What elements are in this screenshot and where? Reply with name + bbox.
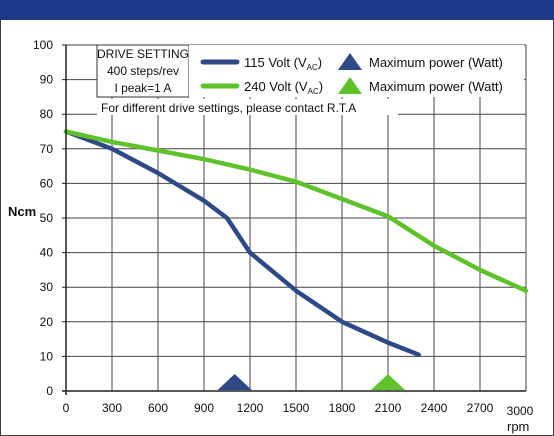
y-tick-label-30: 30 <box>40 280 54 294</box>
max-power-marker-1 <box>217 374 252 390</box>
note-background <box>97 99 398 115</box>
x-tick-label-2100: 2100 <box>375 401 402 415</box>
y-tick-label-60: 60 <box>40 176 54 190</box>
x-tick-label-600: 600 <box>148 401 168 415</box>
legend-items: 115 Volt (VAC) Maximum power (Watt) 240 Vo… <box>200 53 503 96</box>
series-layer <box>63 129 529 390</box>
x-axis-label: rpm <box>507 419 529 434</box>
y-tick-label-70: 70 <box>40 142 54 156</box>
drive-setting-steps: 400 steps/rev <box>107 64 179 78</box>
legend-marker-1 <box>338 53 362 70</box>
legend-label-1: 115 Volt (VAC) <box>244 55 322 72</box>
legend-max-power-label-2: Maximum power (Watt) <box>369 79 503 94</box>
y-axis-label: Ncm <box>8 204 36 219</box>
x-tick-label-2400: 2400 <box>421 401 448 415</box>
y-tick-label-90: 90 <box>40 73 54 87</box>
series-line-2 <box>63 129 529 293</box>
legend-marker-2 <box>338 77 362 94</box>
y-tick-label-20: 20 <box>40 315 54 329</box>
y-tick-label-10: 10 <box>40 349 54 363</box>
x-tick-label-0: 0 <box>63 401 70 415</box>
legend-label-2: 240 Volt (VAC) <box>244 79 323 96</box>
y-tick-label-50: 50 <box>40 211 54 225</box>
axes-layer: 0 10 20 30 40 50 60 70 80 90 100 0 300 600 900 1200 1500… <box>33 38 534 418</box>
series-line-1 <box>63 129 421 357</box>
legend: 115 Volt (VAC) Maximum power (Watt) 240 Vo… <box>189 45 524 97</box>
max-power-marker-2 <box>371 374 405 390</box>
x-tick-label-1200: 1200 <box>237 401 264 415</box>
x-tick-label-300: 300 <box>102 401 122 415</box>
drive-setting-box: DRIVE SETTING 400 steps/rev I peak=1 A <box>96 44 190 98</box>
y-tick-label-80: 80 <box>40 107 54 121</box>
y-tick-label-40: 40 <box>40 246 54 260</box>
drive-setting-border <box>96 44 190 98</box>
x-tick-label-3000: 3000 <box>507 404 534 418</box>
x-tick-label-900: 900 <box>194 401 214 415</box>
contact-note: For different drive settings, please con… <box>101 101 356 115</box>
drive-setting-title: DRIVE SETTING <box>97 47 189 61</box>
y-tick-label-100: 100 <box>33 38 53 52</box>
x-tick-label-1500: 1500 <box>283 401 310 415</box>
drive-setting-current: I peak=1 A <box>114 81 171 95</box>
legend-max-power-label-1: Maximum power (Watt) <box>369 55 503 70</box>
x-tick-label-2700: 2700 <box>467 401 494 415</box>
y-tick-label-0: 0 <box>46 384 53 398</box>
x-tick-label-1800: 1800 <box>329 401 356 415</box>
header-bar <box>0 0 554 20</box>
